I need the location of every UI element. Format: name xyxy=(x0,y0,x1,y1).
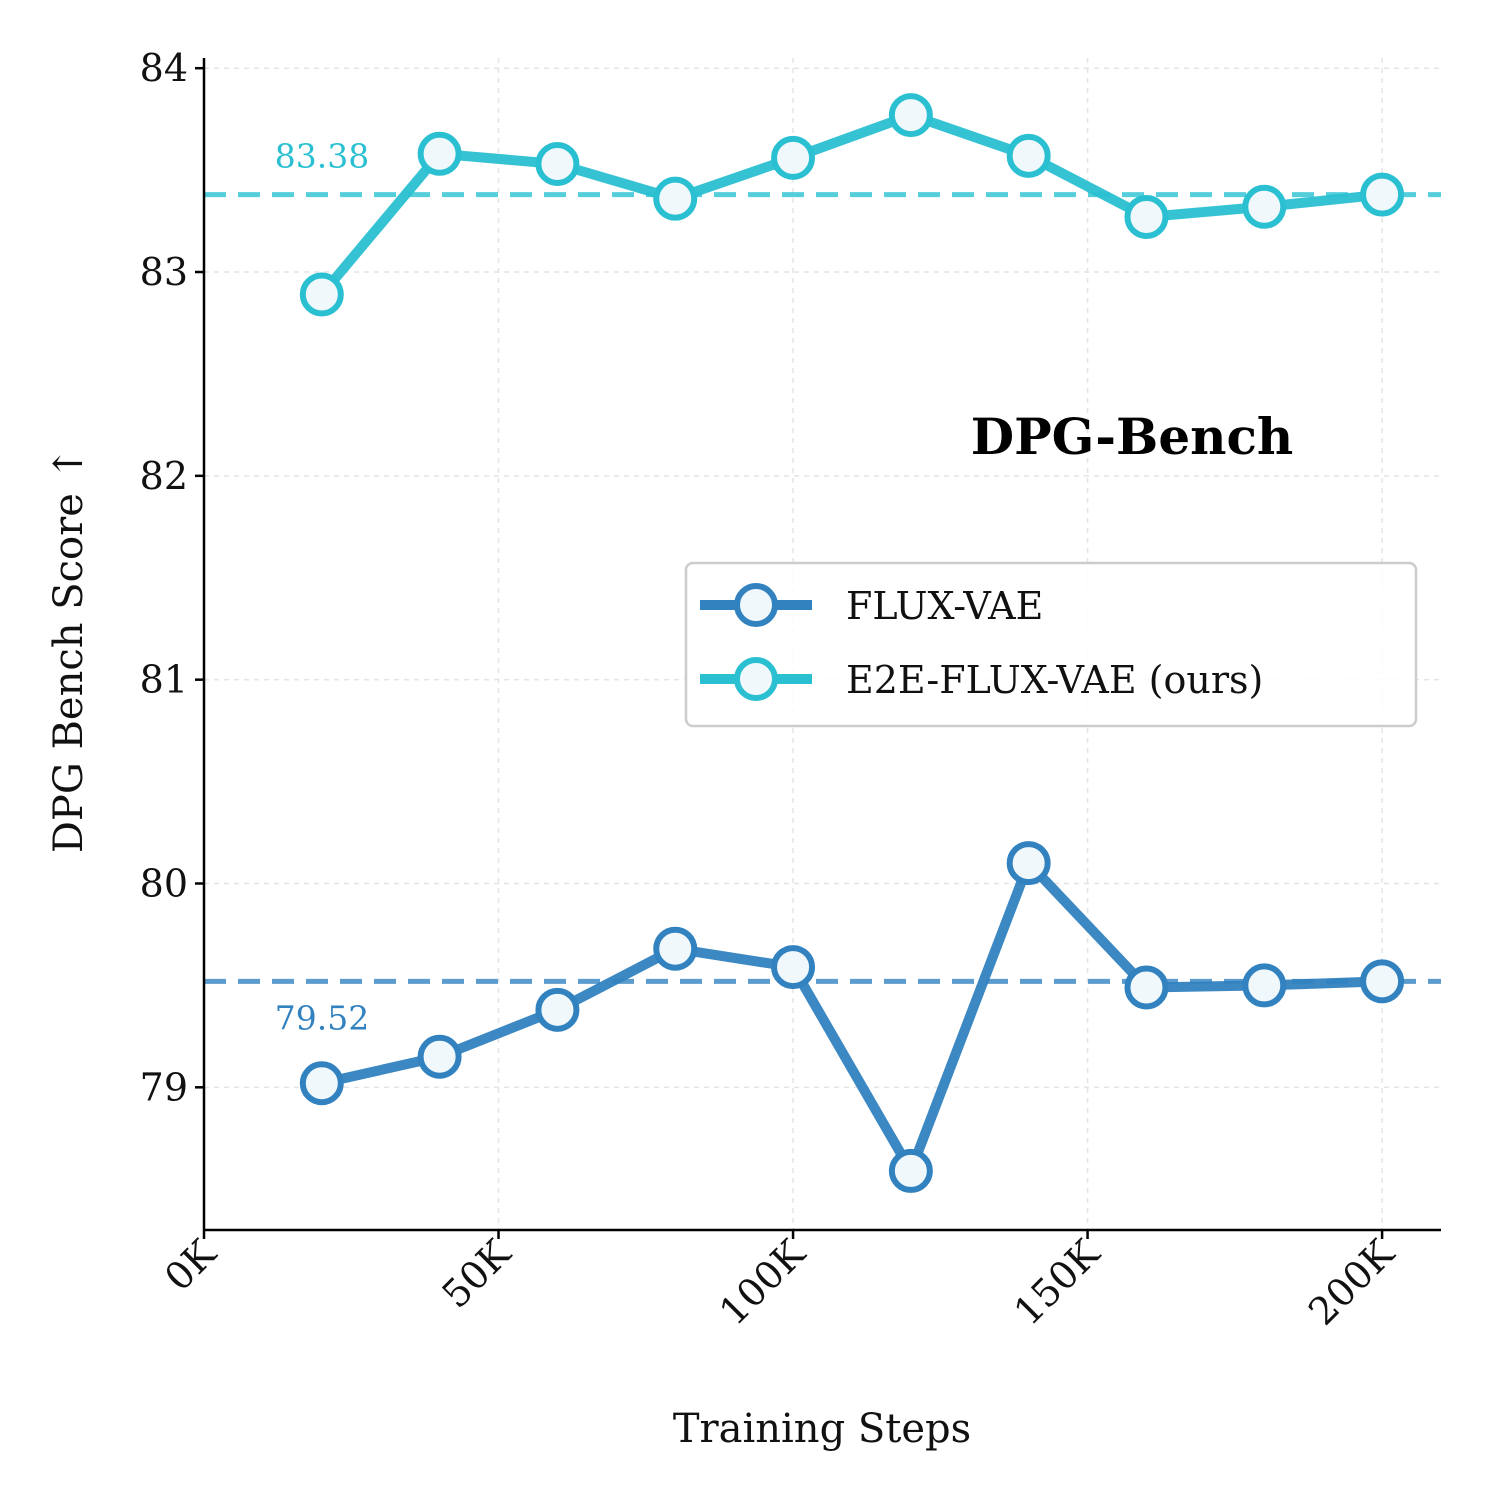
data-point xyxy=(771,135,816,180)
data-point xyxy=(1006,841,1051,886)
legend-marker xyxy=(734,657,778,701)
data-point xyxy=(417,131,462,176)
y-tick-label: 84 xyxy=(140,46,188,90)
y-axis-label: DPG Bench Score ↑ xyxy=(46,447,92,853)
data-point xyxy=(888,93,933,138)
reference-label: 83.38 xyxy=(275,137,369,176)
data-point xyxy=(1360,172,1405,217)
legend: FLUX-VAE E2E-FLUX-VAE (ours) xyxy=(684,561,1418,728)
data-point xyxy=(653,176,698,221)
y-tick-label: 83 xyxy=(140,250,188,294)
data-point xyxy=(1242,184,1287,229)
data-point xyxy=(888,1148,933,1193)
series-lines xyxy=(299,93,1405,1193)
data-point xyxy=(417,1034,462,1079)
x-tick-label: 0K xyxy=(156,1231,225,1300)
series-line xyxy=(316,110,1388,300)
x-tick-label: 150K xyxy=(1005,1231,1108,1334)
legend-label: E2E-FLUX-VAE (ours) xyxy=(846,658,1263,702)
data-point xyxy=(1124,965,1169,1010)
chart-title: DPG-Bench xyxy=(971,407,1294,466)
data-point xyxy=(771,945,816,990)
data-point xyxy=(535,141,580,186)
series-line xyxy=(316,858,1388,1176)
data-point xyxy=(535,987,580,1032)
legend-label: FLUX-VAE xyxy=(846,584,1043,628)
legend-marker xyxy=(734,583,778,627)
y-tick-label: 80 xyxy=(140,861,188,905)
axes xyxy=(195,58,1441,1239)
data-point xyxy=(299,1061,344,1106)
data-point xyxy=(1242,963,1287,1008)
legend-box xyxy=(684,561,1418,728)
data-point xyxy=(1124,194,1169,239)
data-point xyxy=(1360,959,1405,1004)
reference-label: 79.52 xyxy=(275,998,369,1037)
y-tick-label: 82 xyxy=(140,454,188,498)
x-tick-label: 100K xyxy=(711,1231,814,1334)
y-tick-label: 79 xyxy=(140,1065,188,1109)
data-point xyxy=(1006,133,1051,178)
x-tick-label: 200K xyxy=(1300,1231,1403,1334)
y-tick-label: 81 xyxy=(140,658,188,702)
x-axis-label: Training Steps xyxy=(673,1406,971,1452)
x-tick-label: 50K xyxy=(434,1231,520,1317)
data-point xyxy=(653,926,698,971)
data-point xyxy=(299,272,344,317)
